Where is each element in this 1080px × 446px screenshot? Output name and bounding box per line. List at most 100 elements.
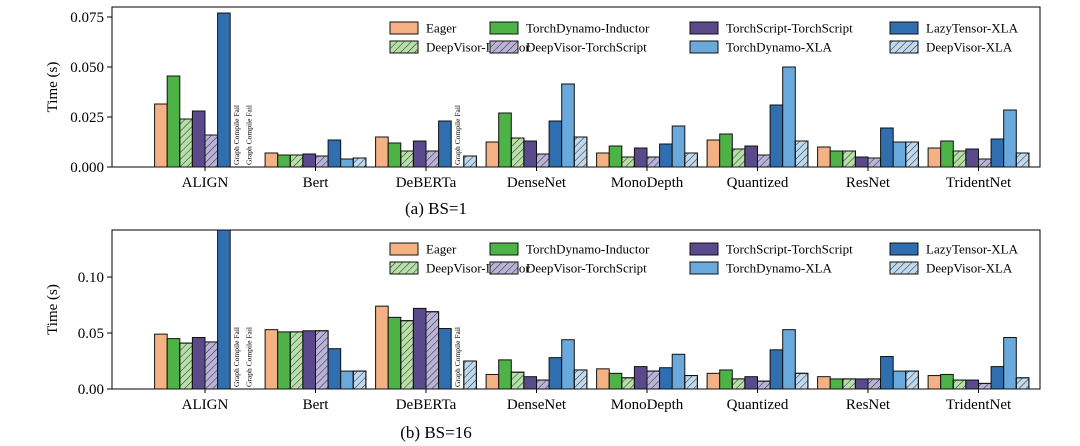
bar-hatch bbox=[400, 320, 414, 390]
y-axis-label: Time (s) bbox=[45, 62, 61, 113]
bar-align-torchscript-torchscript bbox=[191, 110, 206, 168]
legend-label-torchscript-torchscript: TorchScript-TorchScript bbox=[726, 242, 853, 257]
legend-swatch-hatch bbox=[889, 40, 919, 54]
x-tick-label-deberta: DeBERTa bbox=[396, 175, 457, 191]
legend-swatch-hatch bbox=[389, 261, 419, 275]
x-tick-label-tridentnet: TridentNet bbox=[946, 175, 1012, 191]
bar-resnet-torchdynamo-xla bbox=[892, 141, 907, 168]
x-tick-label-align: ALIGN bbox=[182, 397, 229, 413]
bar-hatch bbox=[684, 375, 698, 390]
bar-densenet-torchdynamo-inductor bbox=[498, 359, 512, 390]
bar-quantized-torchdynamo-inductor bbox=[719, 369, 733, 390]
bar-quantized-torchscript-torchscript bbox=[744, 376, 759, 390]
bar-align-torchdynamo-inductor bbox=[166, 338, 181, 390]
legend-swatch-torchdynamo-xla bbox=[689, 261, 719, 275]
x-tick-label-resnet: ResNet bbox=[846, 397, 891, 413]
annotation-graph-compile-fail: Graph Compile Fail bbox=[453, 105, 462, 165]
chart-panel-bs16: 0.00 0.05 0.10 Time (s) ALIGN Graph Compile F… bbox=[45, 229, 1041, 442]
x-tick-label-densenet: DenseNet bbox=[507, 397, 567, 413]
legend-swatch-hatch bbox=[889, 261, 919, 275]
legend-label-torchdynamo-inductor: TorchDynamo-Inductor bbox=[526, 21, 650, 36]
bar-hatch bbox=[289, 154, 304, 168]
caption: (a) BS=1 bbox=[405, 199, 467, 218]
bar-hatch bbox=[842, 378, 856, 390]
legend-label-torchscript-torchscript: TorchScript-TorchScript bbox=[726, 21, 853, 36]
legend-label-torchdynamo-inductor: TorchDynamo-Inductor bbox=[526, 242, 650, 257]
annotation-graph-compile-fail: Graph Compile Fail bbox=[232, 327, 241, 387]
bar-densenet-lazytensor-xla bbox=[548, 120, 563, 168]
bar-align-eager bbox=[154, 103, 168, 168]
bar-hatch bbox=[179, 118, 193, 168]
legend: Eager TorchDynamo-Inductor TorchScript-Tor… bbox=[389, 242, 1019, 276]
legend-swatch-hatch bbox=[489, 261, 519, 275]
annotation-graph-compile-fail: Graph Compile Fail bbox=[232, 105, 241, 165]
bar-bert-torchdynamo-xla bbox=[340, 370, 354, 390]
bar-monodepth-torchdynamo-xla bbox=[671, 353, 686, 390]
bar-hatch bbox=[463, 360, 477, 390]
bar-densenet-torchscript-torchscript bbox=[523, 376, 538, 390]
bar-densenet-torchdynamo-xla bbox=[561, 83, 575, 168]
bar-hatch bbox=[978, 382, 992, 390]
bar-hatch bbox=[536, 379, 550, 390]
legend-label-torchdynamo-xla: TorchDynamo-XLA bbox=[726, 261, 833, 276]
bar-hatch bbox=[179, 342, 193, 390]
bar-hatch bbox=[352, 157, 367, 168]
legend-swatch-eager bbox=[389, 242, 419, 256]
bar-hatch bbox=[794, 372, 809, 390]
legend: Eager TorchDynamo-Inductor TorchScript-Tor… bbox=[389, 21, 1019, 55]
bar-resnet-torchscript-torchscript bbox=[854, 378, 869, 390]
bar-resnet-torchdynamo-xla bbox=[892, 370, 907, 390]
bar-hatch bbox=[867, 157, 882, 168]
bar-hatch bbox=[621, 377, 635, 390]
legend-entry-eager: Eager bbox=[389, 21, 457, 36]
bar-hatch bbox=[757, 154, 771, 168]
y-tick-label: 0.05 bbox=[78, 326, 104, 342]
legend-entry-deepvisor-torchscript: DeepVisor-TorchScript bbox=[489, 40, 647, 55]
y-tick-label: 0.075 bbox=[70, 10, 104, 26]
bar-resnet-lazytensor-xla bbox=[880, 356, 894, 390]
bar-hatch bbox=[425, 150, 440, 168]
bar-deberta-torchdynamo-inductor bbox=[387, 142, 402, 168]
bar-bert-lazytensor-xla bbox=[327, 139, 342, 168]
legend-entry-lazytensor-xla: LazyTensor-XLA bbox=[889, 21, 1019, 36]
bar-bert-torchdynamo-inductor bbox=[277, 331, 291, 390]
bar-hatch bbox=[573, 369, 588, 390]
bar-resnet-lazytensor-xla bbox=[880, 127, 894, 168]
bar-align-lazytensor-xla bbox=[217, 229, 231, 390]
x-tick-label-monodepth: MonoDepth bbox=[611, 397, 684, 413]
x-tick-label-bert: Bert bbox=[303, 397, 330, 413]
bar-deberta-torchscript-torchscript bbox=[412, 140, 427, 168]
bar-densenet-eager bbox=[485, 141, 500, 168]
bar-monodepth-lazytensor-xla bbox=[659, 367, 673, 390]
bar-resnet-eager bbox=[817, 146, 831, 168]
bar-bert-torchscript-torchscript bbox=[302, 330, 316, 390]
bar-deberta-lazytensor-xla bbox=[438, 328, 452, 390]
x-tick-label-tridentnet: TridentNet bbox=[946, 397, 1012, 413]
legend-entry-torchscript-torchscript: TorchScript-TorchScript bbox=[689, 21, 853, 36]
legend-entry-eager: Eager bbox=[389, 242, 457, 257]
bar-align-eager bbox=[154, 333, 168, 390]
bar-monodepth-lazytensor-xla bbox=[659, 143, 673, 168]
legend-swatch-hatch bbox=[489, 40, 519, 54]
legend-swatch-torchdynamo-inductor bbox=[489, 21, 519, 35]
bar-hatch bbox=[352, 370, 367, 390]
bar-align-torchscript-torchscript bbox=[191, 336, 206, 390]
y-tick-label: 0.050 bbox=[70, 60, 104, 76]
legend-swatch-torchdynamo-inductor bbox=[489, 242, 519, 256]
bar-hatch bbox=[1015, 377, 1030, 390]
x-tick-label-monodepth: MonoDepth bbox=[611, 175, 684, 191]
annotation-graph-compile-fail: Graph Compile Fail bbox=[245, 105, 254, 165]
bar-quantized-lazytensor-xla bbox=[769, 349, 784, 390]
bar-hatch bbox=[952, 150, 967, 168]
bar-hatch bbox=[621, 156, 635, 168]
bar-deberta-eager bbox=[375, 305, 389, 390]
legend-label-deepvisor-xla: DeepVisor-XLA bbox=[926, 261, 1013, 276]
bar-bert-torchdynamo-xla bbox=[340, 158, 354, 168]
bar-resnet-eager bbox=[817, 376, 831, 390]
annotation-graph-compile-fail: Graph Compile Fail bbox=[245, 327, 254, 387]
legend-label-eager: Eager bbox=[426, 242, 457, 257]
legend-entry-torchdynamo-xla: TorchDynamo-XLA bbox=[689, 261, 833, 276]
legend-entry-torchdynamo-xla: TorchDynamo-XLA bbox=[689, 40, 833, 55]
bar-hatch bbox=[952, 379, 967, 390]
